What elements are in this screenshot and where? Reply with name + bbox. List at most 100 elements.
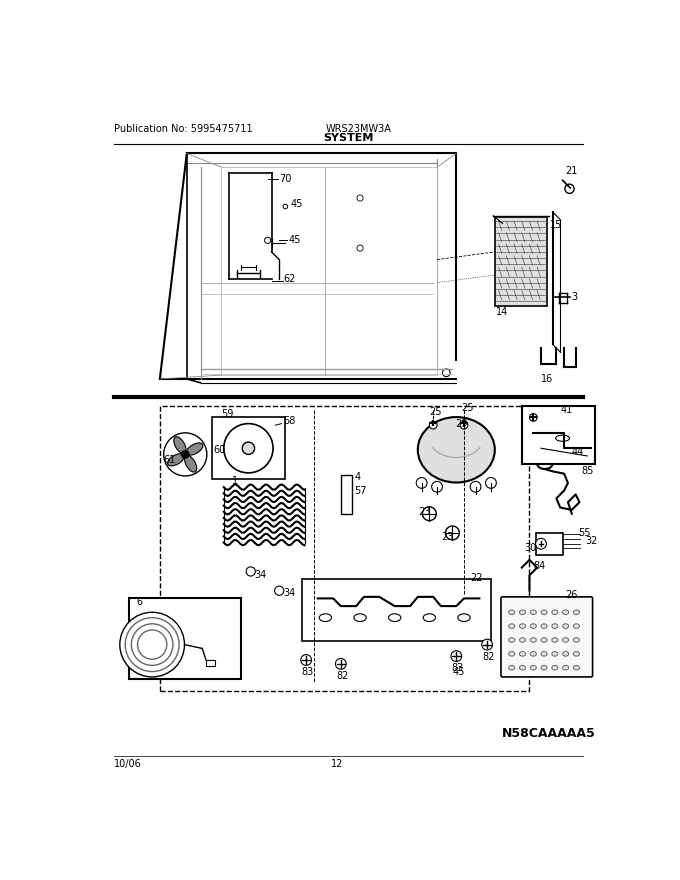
Text: 26: 26: [566, 590, 578, 599]
Bar: [129, 598, 241, 679]
Circle shape: [536, 539, 547, 549]
Ellipse shape: [551, 638, 558, 642]
Ellipse shape: [573, 665, 579, 670]
Text: 29: 29: [455, 419, 467, 429]
Circle shape: [530, 414, 537, 422]
Text: 61: 61: [164, 455, 176, 465]
Circle shape: [246, 567, 255, 576]
Circle shape: [357, 245, 363, 251]
Text: 70: 70: [279, 173, 292, 184]
Circle shape: [470, 481, 481, 492]
Bar: [160, 406, 530, 691]
Circle shape: [486, 478, 496, 488]
Circle shape: [445, 526, 460, 539]
Ellipse shape: [530, 610, 537, 614]
Text: 85: 85: [582, 466, 594, 476]
Bar: [212, 417, 286, 479]
Text: 60: 60: [214, 444, 226, 455]
Ellipse shape: [562, 651, 568, 656]
Ellipse shape: [520, 624, 526, 628]
Ellipse shape: [509, 624, 515, 628]
Ellipse shape: [388, 614, 401, 621]
Text: 55: 55: [578, 528, 590, 538]
Ellipse shape: [509, 651, 515, 656]
Text: 45: 45: [452, 666, 465, 677]
Text: 6: 6: [137, 598, 143, 607]
Ellipse shape: [551, 651, 558, 656]
Ellipse shape: [551, 624, 558, 628]
Ellipse shape: [354, 614, 367, 621]
Text: 25: 25: [429, 407, 442, 417]
Ellipse shape: [418, 417, 495, 482]
Text: 58: 58: [283, 416, 295, 426]
Bar: [536, 533, 562, 554]
Ellipse shape: [573, 610, 579, 614]
Ellipse shape: [541, 665, 547, 670]
Circle shape: [131, 624, 173, 665]
Ellipse shape: [551, 610, 558, 614]
Circle shape: [265, 238, 271, 244]
Text: Publication No: 5995475711: Publication No: 5995475711: [114, 124, 252, 134]
Ellipse shape: [509, 610, 515, 614]
Text: 16: 16: [541, 374, 554, 384]
Bar: [341, 475, 352, 514]
Circle shape: [301, 655, 311, 665]
Text: 30: 30: [524, 543, 537, 554]
Text: 41: 41: [560, 405, 573, 414]
Circle shape: [357, 195, 363, 202]
Circle shape: [224, 423, 273, 473]
Ellipse shape: [186, 443, 203, 455]
Text: 25: 25: [461, 403, 473, 414]
Ellipse shape: [167, 454, 184, 466]
Ellipse shape: [530, 665, 537, 670]
Circle shape: [451, 651, 462, 662]
Circle shape: [120, 612, 184, 677]
Text: 45: 45: [288, 235, 301, 246]
Bar: [522, 406, 595, 464]
Ellipse shape: [174, 436, 186, 453]
Circle shape: [182, 451, 189, 458]
Text: 84: 84: [533, 561, 545, 571]
Text: WRS23MW3A: WRS23MW3A: [326, 124, 391, 134]
Text: SYSTEM: SYSTEM: [323, 133, 374, 143]
Circle shape: [137, 630, 167, 659]
Circle shape: [429, 422, 437, 429]
Circle shape: [416, 478, 427, 488]
Circle shape: [422, 507, 437, 521]
Text: N58CAAAAA5: N58CAAAAA5: [502, 727, 596, 740]
Text: 59: 59: [222, 408, 234, 419]
Ellipse shape: [520, 651, 526, 656]
Text: 22: 22: [470, 573, 483, 583]
Ellipse shape: [509, 638, 515, 642]
Circle shape: [164, 433, 207, 476]
Ellipse shape: [562, 610, 568, 614]
FancyBboxPatch shape: [501, 597, 592, 677]
Ellipse shape: [520, 638, 526, 642]
Ellipse shape: [573, 651, 579, 656]
Ellipse shape: [184, 456, 197, 472]
Ellipse shape: [562, 665, 568, 670]
Ellipse shape: [541, 610, 547, 614]
Ellipse shape: [541, 651, 547, 656]
Text: 4: 4: [355, 472, 361, 481]
Text: 34: 34: [254, 570, 267, 580]
Text: 82: 82: [483, 652, 495, 662]
Bar: [206, 660, 216, 666]
Ellipse shape: [551, 665, 558, 670]
Ellipse shape: [573, 624, 579, 628]
Circle shape: [481, 639, 492, 650]
Circle shape: [460, 422, 468, 429]
Ellipse shape: [530, 624, 537, 628]
Circle shape: [275, 586, 284, 595]
Ellipse shape: [541, 624, 547, 628]
Ellipse shape: [509, 665, 515, 670]
Text: 15: 15: [550, 220, 562, 230]
Text: 82: 82: [336, 671, 349, 681]
Text: 3: 3: [572, 291, 578, 302]
Ellipse shape: [530, 638, 537, 642]
Ellipse shape: [319, 614, 332, 621]
Text: 83: 83: [452, 664, 464, 673]
Ellipse shape: [458, 614, 470, 621]
Text: 83: 83: [301, 667, 313, 678]
Ellipse shape: [520, 610, 526, 614]
